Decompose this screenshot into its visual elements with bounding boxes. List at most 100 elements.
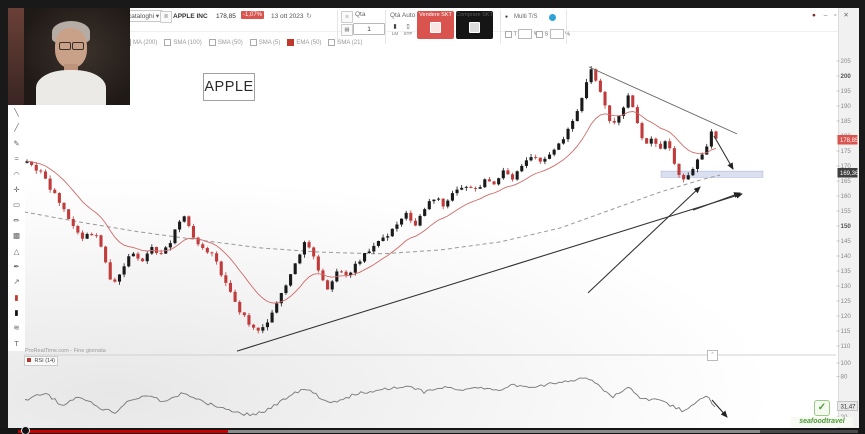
ma-label: SMA (100) bbox=[173, 39, 202, 46]
rectangle-tool-icon[interactable]: ▭ bbox=[12, 200, 21, 210]
search-icon[interactable]: ≡ bbox=[341, 11, 353, 23]
maximize-icon[interactable]: ▫ bbox=[834, 12, 837, 19]
ma-checkbox[interactable] bbox=[287, 39, 295, 46]
trendline bbox=[713, 135, 734, 170]
percent-label: % bbox=[565, 31, 571, 38]
divider bbox=[337, 10, 338, 44]
symbol-name: APPLE INC bbox=[173, 13, 208, 20]
check-logo-icon: ✓ bbox=[814, 400, 830, 416]
ma-legend-item[interactable]: SMA (50) bbox=[208, 39, 243, 46]
target-percent-input[interactable] bbox=[518, 29, 533, 39]
cursor-tool-icon[interactable]: ╲ bbox=[14, 108, 19, 117]
ma-checkbox[interactable] bbox=[164, 39, 172, 46]
zigzag-tool-icon[interactable]: ≋ bbox=[13, 323, 20, 333]
refresh-icon[interactable]: ↻ bbox=[306, 13, 312, 20]
order-type-limit[interactable]: ▮ LM bbox=[389, 23, 401, 41]
chevron-down-icon: ▾ bbox=[155, 13, 160, 20]
target-checkbox[interactable] bbox=[505, 30, 512, 38]
svg-text:140: 140 bbox=[841, 253, 852, 260]
stop-order-label: STP bbox=[403, 31, 413, 36]
ma-label: SMA (50) bbox=[217, 39, 243, 46]
svg-text:200: 200 bbox=[841, 73, 852, 80]
rsi-line bbox=[24, 377, 716, 417]
brush-tool-icon[interactable]: ✏ bbox=[13, 215, 20, 225]
divider bbox=[385, 10, 386, 44]
sell-button[interactable]: Vendere SKT bbox=[417, 11, 454, 39]
stop-label: S bbox=[544, 31, 549, 38]
svg-text:190: 190 bbox=[841, 103, 852, 110]
candles bbox=[25, 66, 718, 334]
chart-text-annotation[interactable]: APPLE bbox=[203, 73, 255, 101]
crosshair-tool-icon[interactable]: ✛ bbox=[13, 184, 20, 194]
ma-checkbox[interactable] bbox=[208, 39, 216, 46]
channel-watermark: ✓ seafoodtravel bbox=[791, 400, 853, 427]
svg-text:145: 145 bbox=[841, 238, 852, 245]
svg-text:195: 195 bbox=[841, 88, 852, 95]
ma-label: SMA (21) bbox=[337, 39, 363, 46]
pen-tool-icon[interactable]: ✒ bbox=[13, 261, 20, 271]
pencil-tool-icon[interactable]: ✎ bbox=[13, 138, 20, 148]
glasses-right-lens bbox=[72, 42, 84, 50]
webcam-overlay bbox=[8, 8, 130, 105]
stop-percent-input[interactable] bbox=[549, 29, 564, 39]
ma-checkbox[interactable] bbox=[249, 39, 257, 46]
trend-arrow-tool-icon[interactable]: ↗ bbox=[13, 277, 20, 287]
svg-text:115: 115 bbox=[841, 328, 851, 335]
sell-ticket-icon bbox=[430, 22, 441, 33]
price-axis-background bbox=[838, 8, 859, 428]
freehand-tool-icon[interactable]: ≈ bbox=[14, 154, 19, 164]
person-face bbox=[55, 28, 87, 68]
svg-text:130: 130 bbox=[841, 283, 852, 290]
current-price-label bbox=[837, 135, 858, 145]
rsi-collapse-icon[interactable]: ⌃ bbox=[707, 350, 718, 361]
support-zone bbox=[660, 170, 764, 178]
progress-played bbox=[18, 430, 228, 433]
marker-red-tool-icon[interactable]: ▮ bbox=[14, 292, 19, 302]
svg-text:160: 160 bbox=[841, 193, 852, 200]
order-type-stop[interactable]: ▯ STP bbox=[402, 23, 414, 41]
ema50-line bbox=[26, 111, 717, 304]
ma-legend: MA (200) SMA (100) SMA (50) SMA (5) EMA (50)… bbox=[124, 38, 362, 47]
svg-text:165: 165 bbox=[841, 178, 852, 185]
mode-dot-icon[interactable]: ● bbox=[505, 14, 509, 20]
ma-legend-item[interactable]: SMA (100) bbox=[164, 39, 202, 46]
multi-ts-toggle[interactable] bbox=[549, 14, 556, 21]
svg-text:120: 120 bbox=[841, 313, 852, 320]
ma-legend-item[interactable]: SMA (21) bbox=[328, 39, 362, 46]
stop-checkbox[interactable] bbox=[536, 30, 543, 38]
svg-text:185: 185 bbox=[841, 118, 852, 125]
buy-button[interactable]: Comprare SKT bbox=[456, 11, 493, 39]
sell-button-label: Vendere SKT bbox=[419, 12, 452, 18]
level-price-label bbox=[837, 168, 858, 178]
video-progress-bar[interactable] bbox=[0, 426, 865, 434]
stop-group: S % bbox=[536, 29, 570, 39]
instrument-menu-icon[interactable]: ≣ bbox=[160, 11, 172, 23]
progress-remaining bbox=[760, 430, 858, 433]
window-controls: ● – ▫ ✕ bbox=[812, 11, 849, 19]
ma-legend-item[interactable]: SMA (5) bbox=[249, 39, 280, 46]
minimize-icon[interactable]: – bbox=[823, 12, 828, 19]
ma-legend-item[interactable]: EMA (50) bbox=[287, 39, 321, 46]
arc-tool-icon[interactable]: ◠ bbox=[13, 169, 20, 179]
rsi-indicator-legend[interactable]: RSI (14) bbox=[24, 356, 59, 366]
marker-black-tool-icon[interactable]: ▮ bbox=[14, 308, 19, 318]
text-tool-icon[interactable]: T bbox=[14, 338, 19, 348]
rsi-annotation-arrow bbox=[711, 399, 728, 418]
date-label: 13 ott 2023 bbox=[271, 13, 304, 20]
eraser-tool-icon[interactable]: ▩ bbox=[12, 231, 21, 241]
line-tool-icon[interactable]: ╱ bbox=[14, 123, 19, 133]
bookshelf bbox=[8, 8, 24, 105]
svg-text:150: 150 bbox=[841, 223, 852, 230]
trendline bbox=[236, 192, 743, 352]
qty-label: Qta bbox=[355, 11, 366, 18]
close-icon[interactable]: ✕ bbox=[843, 12, 849, 19]
qty-input[interactable] bbox=[353, 23, 385, 35]
player-dot-icon[interactable] bbox=[21, 426, 30, 434]
price-chart-svg[interactable]: 1101151201251301351401451501551601651701… bbox=[8, 8, 858, 428]
video-frame: 110 115 120 125 130 135 140 145 150 155 160 165 170 1… bbox=[8, 8, 859, 428]
grid-icon[interactable]: ▦ bbox=[341, 24, 353, 36]
ma-checkbox[interactable] bbox=[328, 39, 336, 46]
triangle-tool-icon[interactable]: △ bbox=[13, 246, 20, 256]
svg-text:175: 175 bbox=[841, 148, 852, 155]
stop-order-icon: ▯ bbox=[406, 24, 410, 30]
